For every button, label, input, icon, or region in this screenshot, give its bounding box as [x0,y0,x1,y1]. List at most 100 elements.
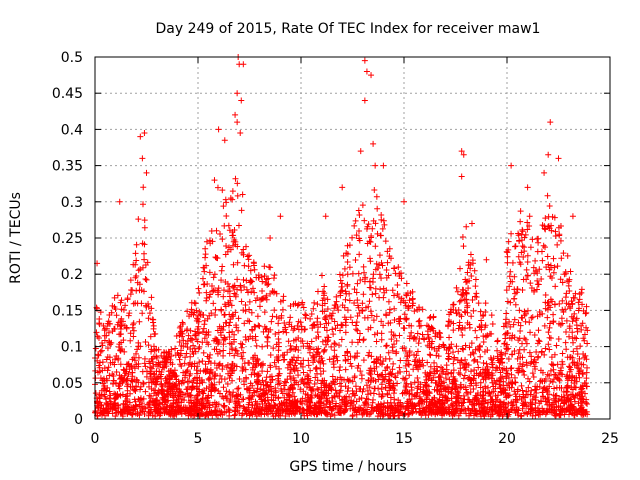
data-point [215,387,222,394]
data-point [254,385,261,392]
data-point [509,278,516,285]
data-point [152,330,159,337]
data-point [379,393,386,400]
data-point [385,320,392,327]
data-point [323,313,330,320]
data-point [305,373,312,380]
data-point [377,232,384,239]
data-point [468,273,475,280]
data-point [227,195,234,202]
data-point [248,393,255,400]
data-point [511,334,518,341]
data-point [544,253,551,260]
data-point [109,328,116,335]
data-point [129,356,136,363]
data-point [521,248,528,255]
data-point [394,282,401,289]
data-point [218,267,225,274]
data-point [314,301,321,308]
data-point [183,350,190,357]
data-point [501,409,508,416]
data-point [263,389,270,396]
data-point [569,354,576,361]
data-point [96,395,103,402]
data-point [111,390,118,397]
data-point [200,349,207,356]
data-point [467,251,474,258]
data-point [545,341,552,348]
data-point [481,324,488,331]
data-point [312,365,319,372]
data-point [525,402,532,409]
data-point [376,271,383,278]
data-point [486,389,493,396]
data-point [403,280,410,287]
data-point [576,355,583,362]
data-point [100,386,107,393]
data-point [223,212,230,219]
data-point [443,409,450,416]
data-point [196,308,203,315]
data-point [324,395,331,402]
data-point [207,291,214,298]
data-point [342,296,349,303]
data-point [254,400,261,407]
data-point [321,283,328,290]
data-point [263,296,270,303]
data-point [360,263,367,270]
data-point [273,354,280,361]
data-point [410,408,417,415]
x-axis-label: GPS time / hours [289,459,406,475]
data-point [551,301,558,308]
data-point [482,385,489,392]
data-point [249,285,256,292]
data-point [265,280,272,287]
data-point [211,346,218,353]
data-point [276,365,283,372]
data-point [563,388,570,395]
data-point [144,259,151,266]
data-point [527,280,534,287]
data-point [529,314,536,321]
data-point [545,329,552,336]
data-point [380,411,387,418]
data-point [498,356,505,363]
data-point [249,335,256,342]
data-point [488,405,495,412]
data-point [224,288,231,295]
data-point [322,315,329,322]
data-point [151,371,158,378]
data-point [114,292,121,299]
data-point [233,347,240,354]
data-point [475,300,482,307]
data-point [194,391,201,398]
data-point [511,243,518,250]
data-point [527,329,534,336]
data-point [509,259,516,266]
data-point [382,311,389,318]
data-point [95,334,102,341]
data-point [440,341,447,348]
data-point [255,322,262,329]
data-point [339,272,346,279]
data-point [502,316,509,323]
data-point [346,377,353,384]
data-point [141,224,148,231]
data-point [306,408,313,415]
data-point [306,398,313,405]
data-point [106,395,113,402]
data-point [194,370,201,377]
y-tick-label: 0.3 [61,195,83,211]
data-point [456,392,463,399]
data-point [373,193,380,200]
data-point [147,333,154,340]
data-point [371,187,378,194]
data-point [314,315,321,322]
data-point [299,301,306,308]
data-point [201,264,208,271]
data-point [240,365,247,372]
data-point [567,305,574,312]
data-point [329,398,336,405]
data-point [496,384,503,391]
data-point [107,392,114,399]
